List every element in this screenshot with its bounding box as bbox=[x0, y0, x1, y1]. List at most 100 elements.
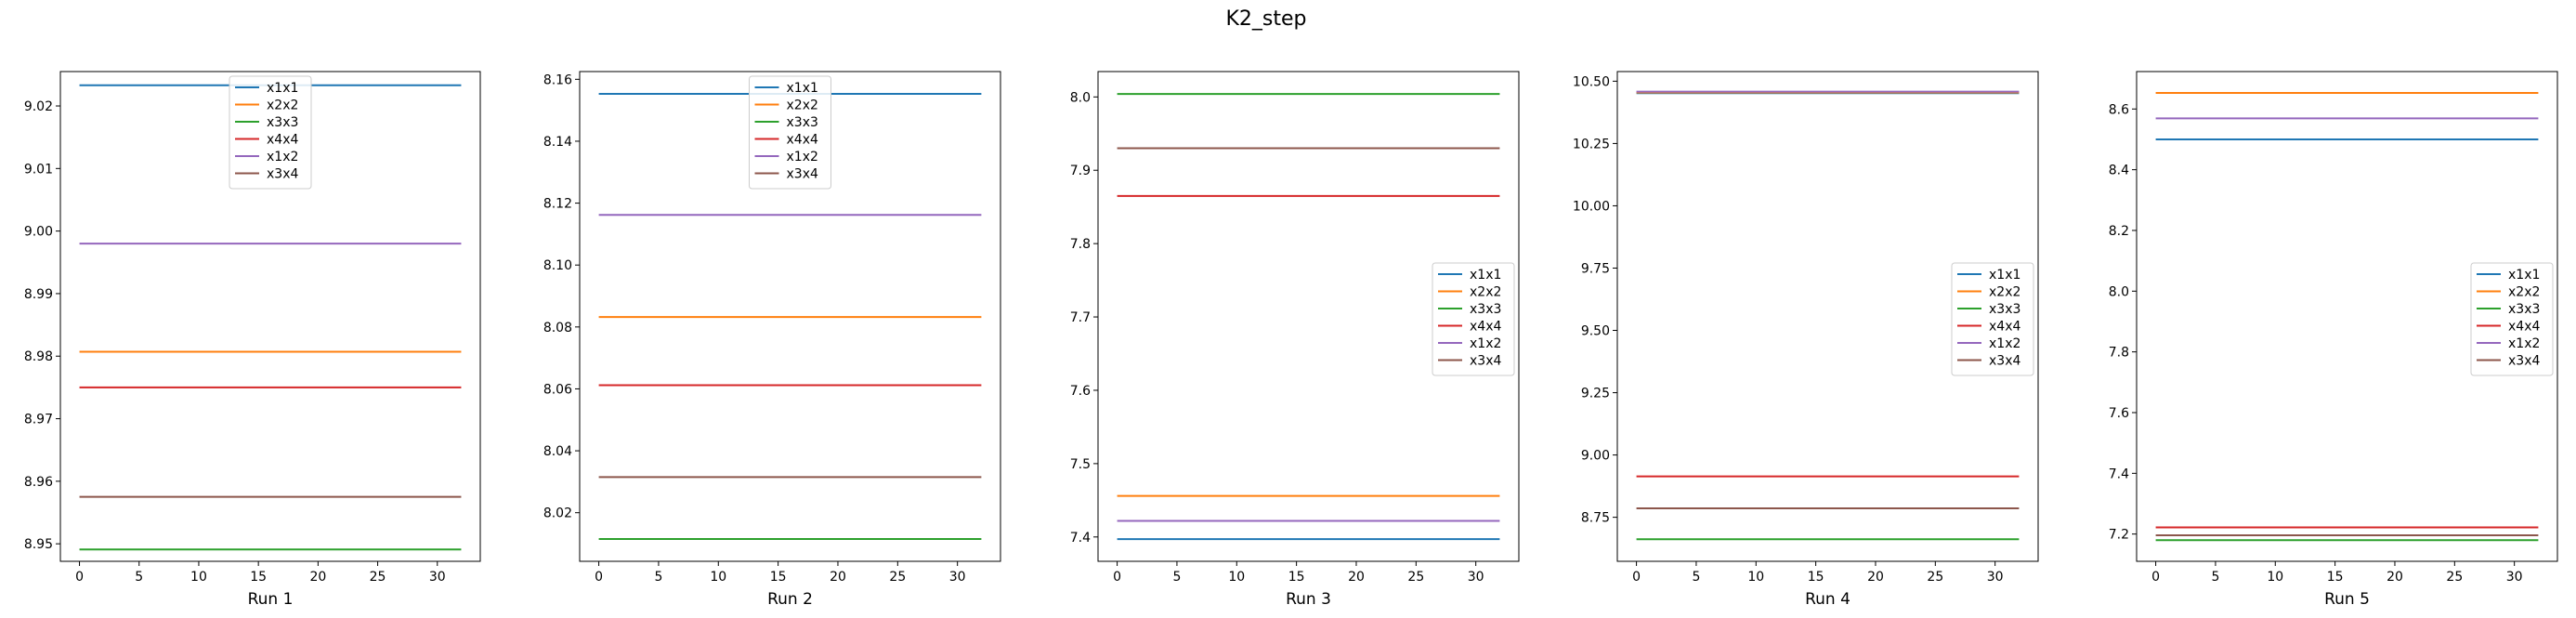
y-tick-label: 9.75 bbox=[1581, 261, 1610, 276]
y-tick-label: 10.00 bbox=[1573, 199, 1610, 214]
y-tick-label: 8.6 bbox=[2109, 102, 2129, 117]
axes-frame bbox=[2136, 71, 2558, 562]
figure-suptitle: K2_step bbox=[1225, 7, 1306, 31]
legend-label-x1x2: x1x2 bbox=[267, 150, 298, 164]
y-tick-label: 8.14 bbox=[543, 135, 572, 150]
x-tick-label: 30 bbox=[429, 570, 446, 585]
x-tick-label: 20 bbox=[1867, 570, 1884, 585]
legend-label-x3x3: x3x3 bbox=[1470, 302, 1501, 317]
y-tick-label: 7.4 bbox=[2109, 467, 2129, 481]
x-tick-label: 5 bbox=[654, 570, 662, 585]
axes-frame bbox=[579, 71, 1001, 562]
y-tick-label: 8.98 bbox=[24, 349, 53, 364]
x-tick-label: 20 bbox=[309, 570, 326, 585]
x-tick-label: 10 bbox=[190, 570, 207, 585]
y-tick-label: 9.50 bbox=[1581, 324, 1610, 339]
legend: x1x1 x2x2 x3x3 x4x4 x1x2 x3x4 bbox=[229, 75, 312, 190]
y-tick-label: 7.6 bbox=[1070, 384, 1091, 399]
y-tick-label: 7.5 bbox=[1070, 457, 1091, 472]
subplot-1: 0 5 10 15 20 25 30 8.95 8.96 8.97 8.98 8.99 9.00 9.01… bbox=[24, 71, 481, 609]
legend-label-x1x2: x1x2 bbox=[1989, 336, 2020, 351]
y-tick-label: 9.00 bbox=[1581, 449, 1610, 464]
x-tick-label: 15 bbox=[770, 570, 787, 585]
legend-label-x1x1: x1x1 bbox=[1989, 268, 2020, 283]
legend-label-x3x3: x3x3 bbox=[787, 115, 818, 130]
x-tick-label: 10 bbox=[1228, 570, 1245, 585]
y-tick-label: 7.2 bbox=[2109, 528, 2129, 543]
x-axis-label: Run 5 bbox=[2324, 590, 2370, 609]
subplot-4: 0 5 10 15 20 25 30 8.75 9.00 9.25 9.50 9.75 10.00 10.… bbox=[1573, 71, 2039, 609]
x-tick-label: 0 bbox=[1632, 570, 1641, 585]
legend-label-x1x2: x1x2 bbox=[2508, 336, 2540, 351]
subplots: 0 5 10 15 20 25 30 8.95 8.96 8.97 8.98 8.99 9.00 9.01… bbox=[24, 71, 2558, 609]
y-tick-label: 7.8 bbox=[1070, 237, 1091, 252]
y-tick-label: 7.9 bbox=[1070, 164, 1091, 178]
y-tick-label: 8.04 bbox=[543, 444, 572, 459]
legend-label-x1x1: x1x1 bbox=[787, 81, 818, 96]
subplot-3: 0 5 10 15 20 25 30 7.4 7.5 7.6 7.7 7.8 7.9 8.0 Run 3 x1… bbox=[1070, 71, 1520, 609]
y-tick-label: 8.75 bbox=[1581, 511, 1610, 526]
x-tick-label: 25 bbox=[370, 570, 386, 585]
y-tick-label: 8.10 bbox=[543, 258, 572, 273]
x-tick-label: 30 bbox=[1468, 570, 1484, 585]
legend-label-x4x4: x4x4 bbox=[1989, 320, 2020, 335]
y-tick-label: 8.97 bbox=[24, 413, 53, 427]
y-tick-label: 9.00 bbox=[24, 225, 53, 240]
x-axis-label: Run 3 bbox=[1286, 590, 1331, 609]
y-tick-label: 7.4 bbox=[1070, 531, 1091, 546]
x-tick-label: 0 bbox=[1113, 570, 1121, 585]
x-tick-label: 15 bbox=[250, 570, 267, 585]
y-tick-label: 8.06 bbox=[543, 382, 572, 397]
legend-label-x2x2: x2x2 bbox=[267, 99, 298, 113]
x-tick-label: 25 bbox=[1927, 570, 1943, 585]
x-axis-label: Run 1 bbox=[248, 590, 294, 609]
y-tick-label: 9.02 bbox=[24, 99, 53, 114]
y-tick-label: 8.12 bbox=[543, 197, 572, 212]
legend-label-x1x1: x1x1 bbox=[1470, 268, 1501, 283]
x-tick-label: 5 bbox=[1172, 570, 1181, 585]
legend-label-x2x2: x2x2 bbox=[2508, 285, 2540, 300]
legend-label-x3x3: x3x3 bbox=[1989, 302, 2020, 317]
y-tick-label: 8.2 bbox=[2109, 224, 2129, 239]
x-tick-label: 0 bbox=[595, 570, 603, 585]
legend-label-x1x1: x1x1 bbox=[267, 81, 298, 96]
x-tick-label: 15 bbox=[1288, 570, 1305, 585]
legend-label-x4x4: x4x4 bbox=[2508, 320, 2540, 335]
legend-label-x4x4: x4x4 bbox=[267, 133, 298, 148]
legend-label-x3x3: x3x3 bbox=[267, 115, 298, 130]
x-tick-label: 25 bbox=[889, 570, 906, 585]
axes-frame bbox=[1097, 71, 1520, 562]
legend-label-x3x4: x3x4 bbox=[1470, 354, 1501, 369]
y-tick-label: 8.16 bbox=[543, 72, 572, 87]
legend-label-x4x4: x4x4 bbox=[1470, 320, 1501, 335]
x-tick-label: 0 bbox=[75, 570, 84, 585]
y-tick-label: 9.25 bbox=[1581, 387, 1610, 401]
legend-label-x3x4: x3x4 bbox=[1989, 354, 2020, 369]
x-tick-label: 30 bbox=[949, 570, 966, 585]
subplot-2: 0 5 10 15 20 25 30 8.02 8.04 8.06 8.08 8.10 8.12 8.14… bbox=[543, 71, 1001, 609]
axes-frame bbox=[1616, 71, 2039, 562]
legend-label-x1x1: x1x1 bbox=[2508, 268, 2540, 283]
y-tick-label: 10.50 bbox=[1573, 74, 1610, 89]
y-tick-label: 8.0 bbox=[2109, 284, 2129, 299]
y-tick-label: 8.08 bbox=[543, 321, 572, 335]
legend-label-x3x4: x3x4 bbox=[787, 167, 818, 182]
y-tick-label: 7.8 bbox=[2109, 346, 2129, 361]
y-tick-label: 8.95 bbox=[24, 537, 53, 552]
x-tick-label: 25 bbox=[2446, 570, 2463, 585]
y-tick-label: 8.0 bbox=[1070, 90, 1091, 105]
x-tick-label: 20 bbox=[830, 570, 846, 585]
x-tick-label: 5 bbox=[1692, 570, 1700, 585]
x-tick-label: 25 bbox=[1407, 570, 1424, 585]
x-tick-label: 0 bbox=[2151, 570, 2160, 585]
x-axis-label: Run 2 bbox=[767, 590, 813, 609]
x-tick-label: 5 bbox=[135, 570, 143, 585]
y-tick-label: 9.01 bbox=[24, 162, 53, 177]
x-tick-label: 20 bbox=[1348, 570, 1365, 585]
legend-label-x2x2: x2x2 bbox=[1470, 285, 1501, 300]
legend-label-x3x4: x3x4 bbox=[267, 167, 298, 182]
